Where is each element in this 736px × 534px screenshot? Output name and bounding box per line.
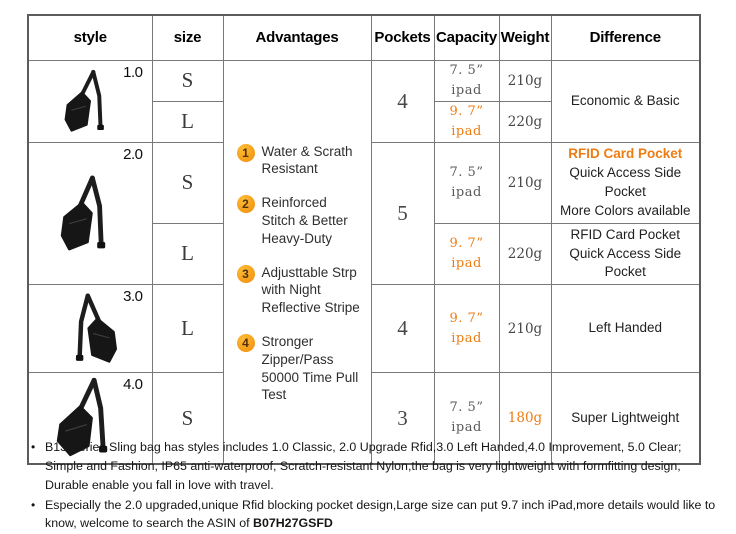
weight-cell: 180g xyxy=(498,372,552,465)
pockets-cell: 4 xyxy=(370,284,435,374)
capacity-cell: 7. 5” ipad xyxy=(433,372,500,465)
size-cell: L xyxy=(151,100,224,144)
pockets-cell: 3 xyxy=(370,372,435,465)
table-row: 4.0 S 3 7. 5” ipad 180g S xyxy=(27,372,701,465)
weight-cell: 210g xyxy=(498,284,552,374)
difference-cell: Economic & Basic xyxy=(550,59,701,144)
product-comparison-page: style size Advantages Pockets Capacity W… xyxy=(27,14,716,531)
style-version-label: 4.0 xyxy=(123,376,143,394)
column-header-style: style xyxy=(27,14,153,61)
spec-comparison-table: style size Advantages Pockets Capacity W… xyxy=(27,14,701,465)
column-header-size: size xyxy=(151,14,224,61)
difference-cell: RFID Card Pocket Quick Access Side Pocke… xyxy=(550,222,701,286)
table-header-row: style size Advantages Pockets Capacity W… xyxy=(27,14,701,61)
column-header-pockets: Pockets xyxy=(370,14,435,61)
capacity-cell: 7. 5” ipad xyxy=(433,59,500,102)
column-header-advantages: Advantages xyxy=(222,14,372,61)
table-row: 1.0 S 1 Water & Scrath Resistant xyxy=(27,59,701,465)
advantage-number-badge: 3 xyxy=(236,264,255,283)
advantage-number-badge: 4 xyxy=(236,334,255,352)
sling-bag-image xyxy=(57,377,108,457)
weight-cell: 220g xyxy=(498,100,552,144)
difference-cell: RFID Card Pocket Quick Access Side Pocke… xyxy=(550,142,701,224)
table-row: L 9. 7” ipad 220g RFID Card Pocket Quick… xyxy=(28,222,701,286)
difference-cell: Left Handed xyxy=(550,284,701,374)
bullet-icon: • xyxy=(31,497,36,512)
product-notes: • B13 Series Sling bag has styles include… xyxy=(30,438,722,534)
style-cell-2-0: 2.0 xyxy=(27,142,153,286)
weight-cell: 210g xyxy=(498,142,552,224)
table-row: L 9. 7” ipad 220g xyxy=(28,100,700,144)
column-header-weight: Weight xyxy=(498,14,552,61)
pockets-cell: 5 xyxy=(370,142,435,286)
style-cell-1-0: 1.0 xyxy=(27,59,153,144)
sling-bag-image xyxy=(64,70,105,132)
style-version-label: 3.0 xyxy=(123,288,143,306)
weight-cell: 210g xyxy=(498,59,552,102)
table-row: 3.0 L 4 9. 7” ipad 210g L xyxy=(27,284,701,374)
style-version-label: 2.0 xyxy=(123,146,143,164)
size-cell: L xyxy=(151,222,224,286)
advantage-item: 4 Stronger Zipper/Pass 50000 Time Pull T… xyxy=(236,333,363,404)
capacity-cell: 9. 7” ipad xyxy=(433,222,500,286)
advantage-item: 2 Reinforced Stitch & Better Heavy-Duty xyxy=(236,194,363,247)
advantage-item: 3 Adjusttable Strp with Night Reflective… xyxy=(236,264,363,317)
advantage-number-badge: 2 xyxy=(236,195,255,214)
sling-bag-image xyxy=(61,175,106,251)
bullet-icon: • xyxy=(31,440,36,454)
advantage-number-badge: 1 xyxy=(236,143,255,162)
column-header-capacity: Capacity xyxy=(433,14,500,61)
column-header-difference: Difference xyxy=(550,14,701,61)
capacity-cell: 9. 7” ipad xyxy=(433,284,500,374)
weight-cell: 220g xyxy=(498,222,552,286)
size-cell: S xyxy=(151,59,224,102)
size-cell: L xyxy=(151,284,224,374)
capacity-cell: 9. 7” ipad xyxy=(433,100,500,144)
difference-cell: Super Lightweight xyxy=(550,372,701,465)
size-cell: S xyxy=(151,142,224,224)
style-version-label: 1.0 xyxy=(123,63,143,81)
pockets-cell: 4 xyxy=(370,59,435,144)
advantage-item: 1 Water & Scrath Resistant xyxy=(236,143,363,179)
note-bullet-1: • B13 Series Sling bag has styles include… xyxy=(31,440,682,492)
table-row: 2.0 S 5 7. 5” ipad 210g R xyxy=(27,142,701,286)
sling-bag-image xyxy=(76,293,118,363)
size-cell: S xyxy=(151,372,224,465)
capacity-cell: 7. 5” ipad xyxy=(433,142,500,224)
style-cell-4-0: 4.0 xyxy=(27,372,153,465)
advantages-cell: 1 Water & Scrath Resistant 2 Reinforced … xyxy=(222,59,372,465)
note-bullet-2: • Especially the 2.0 upgraded,unique Rfid… xyxy=(31,497,716,531)
style-cell-3-0: 3.0 xyxy=(27,284,153,374)
